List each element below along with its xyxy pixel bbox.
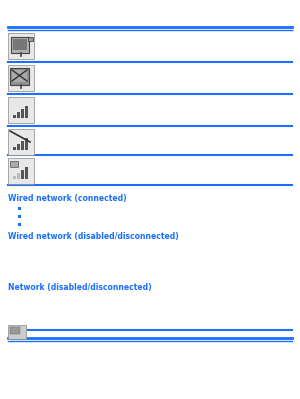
Bar: [25, 106, 28, 118]
Bar: [17, 173, 20, 179]
Bar: [10, 327, 20, 334]
Bar: [17, 144, 20, 150]
Bar: [21, 109, 24, 118]
Bar: [8, 97, 34, 123]
Bar: [11, 37, 29, 53]
Bar: [8, 325, 26, 339]
Text: Network (disabled/disconnected): Network (disabled/disconnected): [8, 283, 152, 292]
Bar: [18, 223, 21, 226]
Bar: [18, 215, 21, 218]
Bar: [8, 158, 34, 184]
Bar: [25, 138, 28, 150]
Bar: [8, 129, 34, 155]
Bar: [10, 68, 29, 85]
Bar: [8, 65, 34, 91]
Bar: [13, 147, 16, 150]
Bar: [28, 37, 33, 41]
Bar: [21, 170, 24, 179]
Bar: [12, 70, 27, 82]
Bar: [25, 167, 28, 179]
Bar: [13, 115, 16, 118]
Bar: [21, 141, 24, 150]
Bar: [10, 161, 18, 167]
Bar: [13, 39, 27, 50]
Text: Wired network (connected): Wired network (connected): [8, 194, 127, 203]
Bar: [8, 33, 34, 59]
Text: Wired network (disabled/disconnected): Wired network (disabled/disconnected): [8, 232, 179, 241]
Bar: [18, 207, 21, 210]
Bar: [13, 176, 16, 179]
Bar: [17, 112, 20, 118]
